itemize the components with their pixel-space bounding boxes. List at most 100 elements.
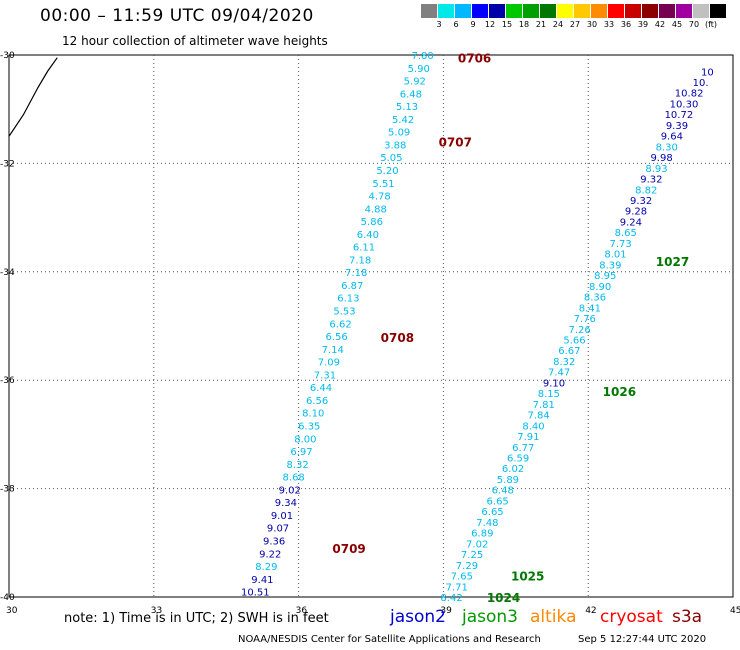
scale-swatch — [438, 4, 454, 18]
wave-height-value: 6.48 — [400, 89, 422, 100]
scale-label: 33 — [603, 20, 615, 29]
wave-height-value: 7.65 — [451, 572, 473, 583]
wave-height-value: 10 — [701, 67, 714, 78]
wave-height-value: 8.40 — [522, 421, 544, 432]
pass-time-label: 0706 — [458, 52, 491, 66]
wave-height-value: 5.13 — [396, 102, 418, 113]
scale-swatch — [455, 4, 471, 18]
scale-swatch — [540, 4, 556, 18]
wave-height-value: 6.11 — [353, 243, 375, 254]
wave-height-value: 6.87 — [341, 281, 363, 292]
wave-height-value: 6.97 — [290, 447, 312, 458]
scale-swatch — [710, 4, 726, 18]
scale-swatch — [523, 4, 539, 18]
wave-height-value: 10. — [693, 78, 709, 89]
wave-height-value: 8.82 — [635, 185, 657, 196]
scale-label: 42 — [654, 20, 666, 29]
scale-swatch — [574, 4, 590, 18]
wave-height-value: 7.26 — [568, 325, 590, 336]
scale-swatch — [608, 4, 624, 18]
lat-tick-label: -36 — [0, 376, 15, 386]
wave-height-value: 6.56 — [326, 332, 348, 343]
wave-height-value: 9.64 — [661, 132, 683, 143]
wave-height-value: 8.32 — [286, 460, 308, 471]
lat-tick-label: -38 — [0, 485, 15, 495]
scale-swatch — [421, 4, 437, 18]
wave-height-value: 5.20 — [376, 166, 398, 177]
wave-height-value: 7.76 — [574, 314, 596, 325]
scale-label: 21 — [535, 20, 547, 29]
wave-height-value: 5.92 — [404, 77, 426, 88]
wave-height-value: 5.86 — [361, 217, 383, 228]
lon-tick-label: 45 — [730, 606, 740, 616]
wave-height-value: 5.09 — [388, 128, 410, 139]
pass-time-label: 0708 — [381, 331, 414, 345]
wave-height-value: 6.62 — [329, 319, 351, 330]
wave-height-value: 5.51 — [372, 179, 394, 190]
pass-time-label: 0709 — [332, 542, 365, 556]
wave-height-value: 8.93 — [645, 164, 667, 175]
scale-swatch — [472, 4, 488, 18]
wave-height-value: 8.39 — [599, 260, 621, 271]
pass-time-label: 1024 — [487, 591, 520, 605]
wave-height-value: 6.67 — [558, 346, 580, 357]
lon-tick-label: 33 — [151, 606, 162, 616]
wave-height-value: 6.89 — [471, 529, 493, 540]
pass-time-label: 1026 — [603, 385, 636, 399]
wave-height-value: 7.84 — [528, 411, 550, 422]
scale-label: 30 — [586, 20, 598, 29]
wave-height-value: 9.07 — [267, 524, 289, 535]
wave-height-value: 10.30 — [670, 99, 699, 110]
wave-height-value: 8.32 — [553, 357, 575, 368]
wave-height-value: 9.24 — [620, 217, 642, 228]
pass-time-label: 1027 — [656, 255, 689, 269]
wave-height-value: 7.71 — [446, 582, 468, 593]
wave-height-value: 8.65 — [615, 228, 637, 239]
wave-height-value: 7.81 — [533, 400, 555, 411]
scale-label: 12 — [484, 20, 496, 29]
lat-tick-label: -40 — [0, 593, 15, 603]
scale-label: 6 — [453, 20, 459, 29]
wave-height-value: 7.14 — [322, 345, 344, 356]
scale-label: (ft) — [704, 20, 718, 29]
lon-tick-label: 36 — [296, 606, 308, 616]
wave-height-value: 9.01 — [271, 511, 293, 522]
legend-jason3: jason3 — [462, 607, 518, 627]
wave-height-value: 8.30 — [656, 142, 678, 153]
wave-height-value: 6.02 — [502, 464, 524, 475]
wave-height-value: 6.65 — [487, 496, 509, 507]
wave-height-value: 5.05 — [380, 153, 402, 164]
scale-swatch — [625, 4, 641, 18]
scale-label: 39 — [637, 20, 649, 29]
map-frame — [8, 54, 734, 598]
scale-swatch — [591, 4, 607, 18]
wave-height-value: 6.40 — [357, 230, 379, 241]
lon-tick-label: 30 — [6, 606, 18, 616]
scale-label: 36 — [620, 20, 632, 29]
wave-height-value: 6.77 — [512, 443, 534, 454]
scale-label: 3 — [436, 20, 442, 29]
scale-swatch — [489, 4, 505, 18]
wave-height-value: 9.28 — [625, 207, 647, 218]
wave-height-value: 8.41 — [579, 303, 601, 314]
wave-height-value: 8.15 — [538, 389, 560, 400]
scale-label: 24 — [552, 20, 564, 29]
wave-height-value: 7.18 — [345, 268, 367, 279]
wave-height-value: 7.31 — [314, 370, 336, 381]
wave-height-value: 10.82 — [675, 89, 704, 100]
wave-height-value: 8.10 — [302, 409, 324, 420]
wave-height-value: 9.98 — [650, 153, 672, 164]
wave-height-value: 7.80 — [411, 51, 433, 62]
footer-note: note: 1) Time is in UTC; 2) SWH is in fe… — [64, 611, 329, 626]
credit-line: NOAA/NESDIS Center for Satellite Applica… — [238, 634, 541, 645]
wave-height-value: 6.35 — [298, 421, 320, 432]
wave-height-value: 4.88 — [365, 204, 387, 215]
coastline — [8, 57, 58, 137]
wave-height-value: 9.39 — [666, 121, 688, 132]
scale-swatch — [676, 4, 692, 18]
scale-swatch — [659, 4, 675, 18]
wave-height-value: 6.56 — [306, 396, 328, 407]
scale-swatch — [506, 4, 522, 18]
legend-s3a: s3a — [672, 607, 703, 627]
